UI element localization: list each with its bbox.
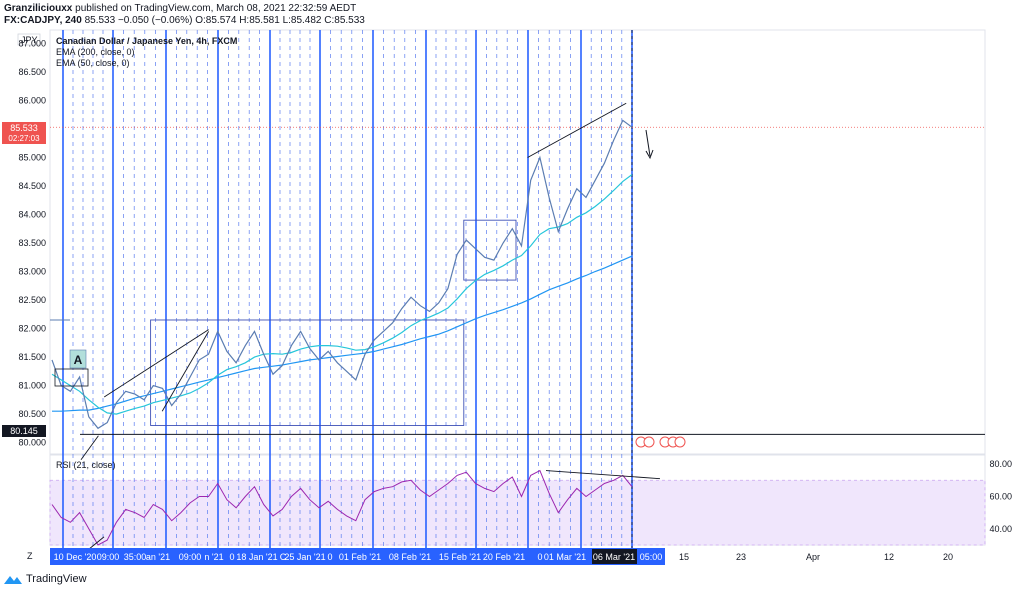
published-text: published on TradingView.com, March 08, … (75, 3, 357, 14)
ema50-legend: EMA (50, close, 0) (56, 58, 130, 68)
price-tick-label: 83.000 (18, 267, 46, 277)
price-tick-label: 80.500 (18, 409, 46, 419)
price-change: −0.050 (−0.06%) (117, 15, 193, 26)
rsi-support-line (87, 536, 105, 551)
brand-label: TradingView (26, 573, 87, 585)
time-tick-label: 01 Feb '21 (339, 552, 381, 562)
time-tick-label: 0 (537, 552, 542, 562)
range-box (150, 319, 465, 426)
down-arrow-icon (645, 129, 654, 160)
last-price-badge: 85.533 02:27:03 (2, 122, 46, 144)
rectangles (150, 219, 517, 426)
time-tick-label: 23 (736, 552, 746, 562)
footer-brand[interactable]: TradingView (4, 573, 87, 585)
rsi-line (51, 469, 633, 546)
time-tick-label: C (280, 552, 287, 562)
publish-info: Granzilicio​uxx published on TradingView… (4, 3, 356, 14)
high-value: H:85.581 (239, 15, 280, 26)
current-price: 85.533 (84, 15, 116, 26)
time-axis-right (665, 548, 985, 565)
ema50-line (51, 174, 633, 415)
time-tick-label: 09:00 (179, 552, 202, 562)
support-badge: 80.145 (2, 425, 46, 437)
date-highlight: 06 Mar '21 (592, 549, 637, 564)
rsi-tick-label: 40.00 (989, 524, 1012, 534)
trend-line (161, 331, 209, 412)
low-value: L:85.482 (282, 15, 322, 26)
time-tick-label: 09:00 (97, 552, 120, 562)
last-price-value: 85.533 (10, 123, 38, 133)
time-tick-label: an '21 (146, 552, 170, 562)
time-tick-label: 12 (884, 552, 894, 562)
range-box (463, 219, 517, 281)
time-tick-label: 10 Dec '20 (54, 552, 97, 562)
tradingview-logo-icon (4, 576, 22, 584)
open-value: O:85.574 (195, 15, 237, 26)
currency-label: JPY (21, 35, 38, 45)
price-tick-label: 84.000 (18, 209, 46, 219)
price-tick-label: 80.000 (18, 438, 46, 448)
ema200-line (52, 255, 633, 412)
time-tick-label: 25 Jan '21 (284, 552, 325, 562)
rsi-divergence-line (545, 470, 661, 480)
price-tick-label: 82.000 (18, 324, 46, 334)
time-tick-label: 18 Jan '21 (236, 552, 277, 562)
support-value: 80.145 (10, 426, 38, 436)
trend-line (103, 329, 209, 398)
price-tick-label: 85.000 (18, 152, 46, 162)
ema200-legend: EMA (200, close, 0) (56, 47, 135, 57)
time-tick-label: 01 Mar '21 (544, 552, 586, 562)
time-tick-label: 35:00 (124, 552, 147, 562)
price-tick-label: 84.500 (18, 181, 46, 191)
ohlc-info: FX:CADJPY, 240 85.533 −0.050 (−0.06%) O:… (4, 15, 365, 26)
time-tick-label: 20 (943, 552, 953, 562)
price-tick-label: 86.500 (18, 67, 46, 77)
price-tick-label: 81.000 (18, 381, 46, 391)
symbol-label: FX:CADJPY, 240 (4, 15, 82, 26)
time-tick-label: 08 Feb '21 (389, 552, 431, 562)
time-tick-label: 15 (679, 552, 689, 562)
trend-lines (80, 102, 661, 551)
highlight-date-label: 06 Mar '21 (593, 552, 635, 562)
time-tick-label: 0 (229, 552, 234, 562)
price-tick-label: 87.000 (18, 38, 46, 48)
close-value: C:85.533 (324, 15, 365, 26)
price-axis: 80.000 80.500 81.000 81.500 82.000 82.500 83.0… (18, 38, 46, 447)
cycle-lines (62, 30, 633, 548)
time-axis: 10 Dec '20 09:00 35:00 an '21 09:00 n '21 0 18 … (54, 552, 953, 562)
timezone-mark[interactable]: Z (27, 551, 33, 561)
rsi-legend: RSI (21, close) (56, 460, 116, 470)
price-tick-label: 81.500 (18, 352, 46, 362)
chart-title: Canadian Dollar / Japanese Yen, 4h, FXCM (56, 36, 237, 46)
event-icons[interactable] (635, 436, 686, 448)
time-tick-label: 05:00 (640, 552, 663, 562)
rsi-tick-label: 80.00 (989, 459, 1012, 469)
annotation-a[interactable]: A (69, 349, 87, 369)
time-tick-label: Apr (806, 552, 820, 562)
price-line (51, 119, 633, 430)
left-box (54, 368, 89, 387)
time-tick-label: 20 Feb '21 (483, 552, 525, 562)
trend-line (80, 435, 99, 460)
author-name: Granzilicio​uxx (4, 3, 73, 14)
trend-line (527, 102, 627, 158)
price-tick-label: 86.000 (18, 95, 46, 105)
countdown-value: 02:27:03 (8, 134, 40, 143)
time-tick-label: 15 Feb '21 (439, 552, 481, 562)
rsi-tick-label: 60.00 (989, 491, 1012, 501)
time-tick-label: n '21 (204, 552, 223, 562)
currency-badge (17, 33, 41, 46)
rsi-axis: 40.00 60.00 80.00 (989, 459, 1012, 534)
price-tick-label: 83.500 (18, 238, 46, 248)
annotation-a-label: A (74, 353, 83, 367)
price-tick-label: 82.500 (18, 295, 46, 305)
time-tick-label: 0 (327, 552, 332, 562)
